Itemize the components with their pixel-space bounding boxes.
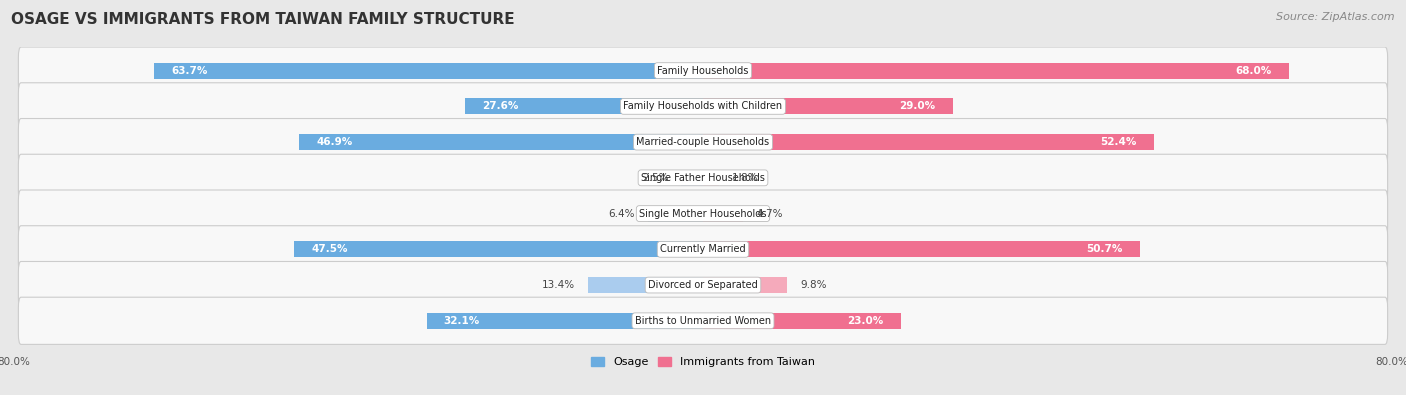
Text: 27.6%: 27.6% [482, 102, 519, 111]
Bar [703, 98, 953, 114]
Bar [703, 277, 787, 293]
Bar [465, 98, 703, 114]
Text: 23.0%: 23.0% [848, 316, 884, 326]
Bar [703, 206, 744, 222]
FancyBboxPatch shape [18, 190, 1388, 237]
FancyBboxPatch shape [18, 154, 1388, 201]
Text: OSAGE VS IMMIGRANTS FROM TAIWAN FAMILY STRUCTURE: OSAGE VS IMMIGRANTS FROM TAIWAN FAMILY S… [11, 12, 515, 27]
Bar [426, 313, 703, 329]
Text: 46.9%: 46.9% [316, 137, 353, 147]
Bar [703, 170, 718, 186]
Text: 52.4%: 52.4% [1101, 137, 1137, 147]
Text: 9.8%: 9.8% [800, 280, 827, 290]
Bar [703, 241, 1140, 257]
Text: 29.0%: 29.0% [900, 102, 935, 111]
Text: 32.1%: 32.1% [444, 316, 479, 326]
Text: Source: ZipAtlas.com: Source: ZipAtlas.com [1277, 12, 1395, 22]
Text: 13.4%: 13.4% [541, 280, 575, 290]
Text: Married-couple Households: Married-couple Households [637, 137, 769, 147]
FancyBboxPatch shape [18, 47, 1388, 94]
Bar [703, 313, 901, 329]
Text: Family Households with Children: Family Households with Children [623, 102, 783, 111]
Bar [682, 170, 703, 186]
Text: Births to Unmarried Women: Births to Unmarried Women [636, 316, 770, 326]
Legend: Osage, Immigrants from Taiwan: Osage, Immigrants from Taiwan [586, 352, 820, 372]
Text: 4.7%: 4.7% [756, 209, 783, 218]
FancyBboxPatch shape [18, 261, 1388, 308]
Text: Single Mother Households: Single Mother Households [640, 209, 766, 218]
Bar [294, 241, 703, 257]
Text: Single Father Households: Single Father Households [641, 173, 765, 183]
FancyBboxPatch shape [18, 226, 1388, 273]
Text: Family Households: Family Households [658, 66, 748, 75]
Bar [703, 63, 1289, 79]
Text: 47.5%: 47.5% [311, 245, 347, 254]
Bar [648, 206, 703, 222]
Bar [703, 134, 1154, 150]
Text: 63.7%: 63.7% [172, 66, 208, 75]
FancyBboxPatch shape [18, 297, 1388, 344]
Text: 2.5%: 2.5% [643, 173, 669, 183]
Text: 6.4%: 6.4% [609, 209, 636, 218]
Bar [588, 277, 703, 293]
Text: Divorced or Separated: Divorced or Separated [648, 280, 758, 290]
Bar [299, 134, 703, 150]
Text: 68.0%: 68.0% [1234, 66, 1271, 75]
Text: 50.7%: 50.7% [1085, 245, 1122, 254]
Bar [155, 63, 703, 79]
Text: 1.8%: 1.8% [731, 173, 758, 183]
FancyBboxPatch shape [18, 83, 1388, 130]
Text: Currently Married: Currently Married [661, 245, 745, 254]
FancyBboxPatch shape [18, 118, 1388, 166]
